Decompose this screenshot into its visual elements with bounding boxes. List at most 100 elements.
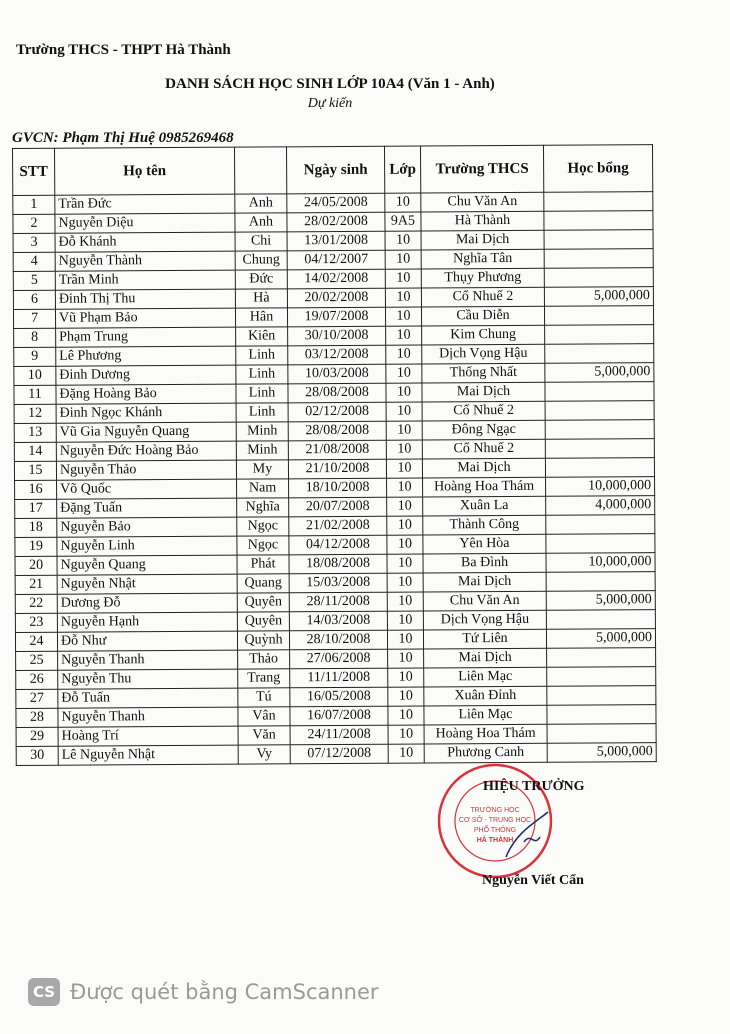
table-cell: 18 [14,518,57,538]
column-header: Học bổng [543,144,653,193]
table-cell: Kiên [235,326,288,347]
table-cell: Nguyễn Nhật [57,574,238,595]
table-cell: Quyên [237,592,290,613]
table-cell: 10 [386,439,423,460]
table-cell: 16/07/2008 [289,706,389,726]
table-cell [544,229,654,250]
table-cell [546,704,657,725]
table-cell: 6 [13,290,56,310]
table-cell: Quyên [237,611,290,632]
table-cell: Mai Dịch [423,572,547,592]
table-cell: Nguyễn Thành [55,251,236,272]
table-cell: Nguyễn Đức Hoàng Bảo [56,441,237,462]
school-stamp: TRƯỜNG HỌC CƠ SỞ - TRUNG HỌC PHỔ THÔNG H… [437,763,553,879]
table-cell: Cổ Nhuế 2 [421,287,545,308]
table-cell: Đỗ Khánh [55,232,236,253]
table-cell: Nguyễn Linh [56,536,237,557]
table-cell: Võ Quốc [56,479,237,500]
table-cell: Nguyễn Diệu [54,213,236,234]
table-cell: Cầu Diễn [421,306,545,327]
table-cell: Hoàng Hoa Thám [424,724,548,744]
table-cell: Minh [236,421,289,442]
table-cell: 03/12/2008 [287,345,386,365]
table-cell: 10 [386,553,424,574]
table-cell: 10 [385,307,422,327]
table-cell: 28/08/2008 [287,383,387,403]
table-cell: Chu Văn An [420,192,544,213]
table-cell: Mai Dịch [421,382,546,402]
table-cell: 13/01/2008 [287,231,386,251]
table-cell: 24/11/2008 [290,725,389,745]
table-cell: 5,000,000 [546,628,656,649]
table-cell: 5 [13,271,56,291]
watermark-text: Được quét bằng CamScanner [70,980,379,1004]
table-cell: 15 [14,461,57,481]
table-cell: Minh [236,440,289,461]
table-cell: Phương Canh [424,743,548,763]
table-cell: 24 [15,632,58,652]
table-cell: Đông Ngạc [422,420,546,440]
table-cell [544,381,655,402]
table-cell: 10 [385,383,423,403]
table-cell: Liên Mạc [423,667,547,687]
table-cell [545,533,655,554]
table-cell: 10 [387,686,424,707]
table-cell: Chi [235,231,288,252]
table-cell: 26 [15,670,58,690]
table-cell: 22 [15,594,58,614]
table-cell: 9 [13,347,56,367]
table-cell [546,647,656,668]
table-cell: 10 [386,458,423,479]
table-cell: Chu Văn An [423,591,547,611]
table-cell: 04/12/2008 [288,535,387,555]
table-cell: 21/10/2008 [288,459,387,479]
table-cell: 10 [385,288,422,308]
column-header [234,146,287,195]
table-cell: 13 [14,423,57,443]
table-cell [546,609,656,630]
table-cell: 28 [15,708,59,728]
table-cell: 10 [387,610,424,631]
table-cell: Đặng Tuấn [56,498,237,519]
table-cell: 10 [384,193,421,213]
table-cell: 29 [16,727,59,747]
table-cell: 10 [386,477,423,498]
table-cell: Yên Hòa [422,534,546,554]
table-cell: 28/10/2008 [289,630,388,650]
table-cell: Linh [235,345,288,366]
column-header: Lớp [384,146,421,194]
table-cell: Đức [235,269,288,290]
table-cell: Thống Nhất [421,363,545,384]
table-cell: 10/03/2008 [287,364,386,384]
table-cell: Thành Công [422,515,546,535]
table-cell: Văn [238,725,291,746]
table-cell: Liên Mạc [423,705,548,725]
table-cell: Mai Dịch [423,648,547,668]
table-cell: Lê Nguyễn Nhật [58,745,239,766]
table-cell: Hoàng Hoa Thám [422,477,546,497]
table-cell: Chung [235,250,288,271]
table-cell [546,666,656,687]
table-cell: Tú [237,687,290,708]
table-cell: Anh [234,193,287,214]
signature-title: HIỆU TRƯỞNG [483,779,585,794]
table-cell: 5,000,000 [544,286,654,307]
table-cell: 10 [385,250,422,270]
table-cell: 21 [15,575,58,595]
table-cell: Thảo [237,649,290,670]
table-cell: 10 [388,724,425,745]
table-cell: Vũ Phạm Bảo [55,308,236,329]
table-cell: Đinh Dương [55,365,236,386]
table-cell: 10 [387,667,424,688]
table-cell: 14/03/2008 [289,611,388,631]
table-cell [544,267,654,288]
table-cell: Nguyễn Thanh [57,650,238,671]
table-cell: 02/12/2008 [288,402,387,422]
table-cell: 1 [12,195,55,215]
table-cell: 20 [14,556,58,576]
table-cell: Vy [238,744,291,765]
table-cell: Cổ Nhuế 2 [422,439,546,459]
table-cell: Thụy Phương [421,268,545,289]
signer-name: Nguyễn Viết Cẩn [482,873,584,888]
